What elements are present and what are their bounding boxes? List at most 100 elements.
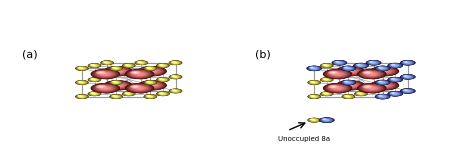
Circle shape bbox=[404, 90, 412, 92]
Circle shape bbox=[379, 95, 382, 96]
Circle shape bbox=[332, 72, 335, 73]
Circle shape bbox=[375, 80, 391, 85]
Circle shape bbox=[321, 78, 332, 82]
Circle shape bbox=[174, 76, 177, 77]
Circle shape bbox=[333, 89, 346, 93]
Circle shape bbox=[79, 67, 85, 69]
Circle shape bbox=[309, 81, 319, 84]
Circle shape bbox=[355, 92, 367, 96]
Circle shape bbox=[138, 62, 145, 64]
Circle shape bbox=[336, 66, 365, 76]
Circle shape bbox=[112, 81, 116, 82]
Circle shape bbox=[344, 83, 356, 87]
Circle shape bbox=[105, 76, 109, 78]
Circle shape bbox=[112, 81, 120, 84]
Circle shape bbox=[370, 87, 374, 89]
Circle shape bbox=[170, 89, 181, 93]
Circle shape bbox=[340, 80, 356, 85]
Circle shape bbox=[369, 61, 374, 63]
Circle shape bbox=[77, 67, 82, 69]
Circle shape bbox=[138, 90, 145, 92]
Circle shape bbox=[360, 93, 362, 94]
Circle shape bbox=[346, 70, 355, 73]
Circle shape bbox=[404, 76, 407, 77]
Circle shape bbox=[309, 81, 320, 84]
Circle shape bbox=[91, 64, 98, 67]
Circle shape bbox=[159, 78, 163, 80]
Circle shape bbox=[343, 83, 358, 88]
Circle shape bbox=[169, 89, 182, 93]
Circle shape bbox=[309, 95, 319, 98]
Circle shape bbox=[172, 76, 175, 77]
Circle shape bbox=[92, 79, 97, 81]
Circle shape bbox=[340, 82, 360, 89]
Circle shape bbox=[115, 96, 117, 97]
Circle shape bbox=[380, 96, 386, 98]
Circle shape bbox=[172, 75, 180, 78]
Circle shape bbox=[334, 73, 341, 75]
Circle shape bbox=[322, 64, 331, 67]
Circle shape bbox=[358, 65, 364, 66]
Circle shape bbox=[136, 87, 143, 89]
Circle shape bbox=[310, 67, 319, 70]
Circle shape bbox=[313, 68, 315, 69]
Circle shape bbox=[103, 61, 107, 63]
Circle shape bbox=[343, 83, 357, 88]
Circle shape bbox=[357, 92, 365, 95]
Circle shape bbox=[356, 64, 366, 67]
Circle shape bbox=[342, 94, 355, 99]
Circle shape bbox=[104, 90, 110, 92]
Circle shape bbox=[336, 73, 339, 75]
Circle shape bbox=[149, 82, 152, 83]
Circle shape bbox=[79, 67, 85, 69]
Circle shape bbox=[114, 84, 122, 87]
Circle shape bbox=[324, 69, 351, 79]
Circle shape bbox=[331, 86, 336, 87]
Circle shape bbox=[406, 62, 410, 63]
Circle shape bbox=[78, 95, 86, 98]
Circle shape bbox=[78, 95, 82, 97]
Circle shape bbox=[79, 67, 81, 68]
Circle shape bbox=[377, 83, 392, 88]
Circle shape bbox=[124, 92, 133, 95]
Circle shape bbox=[347, 68, 350, 69]
Circle shape bbox=[363, 71, 373, 74]
Circle shape bbox=[158, 78, 168, 81]
Circle shape bbox=[371, 90, 376, 92]
Circle shape bbox=[91, 92, 95, 94]
Circle shape bbox=[150, 96, 151, 97]
Circle shape bbox=[126, 93, 131, 95]
Circle shape bbox=[347, 68, 350, 69]
Circle shape bbox=[149, 82, 152, 83]
Circle shape bbox=[344, 81, 353, 84]
Circle shape bbox=[381, 82, 385, 83]
Circle shape bbox=[378, 81, 383, 83]
Circle shape bbox=[131, 85, 148, 91]
Circle shape bbox=[344, 81, 349, 83]
Circle shape bbox=[377, 67, 383, 69]
Circle shape bbox=[103, 76, 111, 78]
Circle shape bbox=[107, 82, 128, 89]
Circle shape bbox=[407, 62, 409, 63]
Circle shape bbox=[160, 65, 166, 67]
Circle shape bbox=[102, 75, 112, 79]
Circle shape bbox=[371, 62, 376, 64]
Circle shape bbox=[357, 64, 365, 67]
Circle shape bbox=[393, 65, 397, 66]
Circle shape bbox=[124, 92, 134, 96]
Circle shape bbox=[112, 83, 115, 84]
Circle shape bbox=[156, 77, 170, 82]
Circle shape bbox=[313, 68, 315, 69]
Circle shape bbox=[323, 69, 352, 79]
Circle shape bbox=[391, 64, 395, 66]
Circle shape bbox=[138, 88, 141, 89]
Circle shape bbox=[389, 77, 402, 82]
Circle shape bbox=[111, 95, 117, 97]
Circle shape bbox=[369, 61, 378, 64]
Circle shape bbox=[137, 75, 146, 79]
Circle shape bbox=[111, 81, 121, 84]
Circle shape bbox=[158, 64, 168, 67]
Circle shape bbox=[174, 90, 177, 92]
Circle shape bbox=[404, 90, 408, 91]
Circle shape bbox=[378, 67, 383, 68]
